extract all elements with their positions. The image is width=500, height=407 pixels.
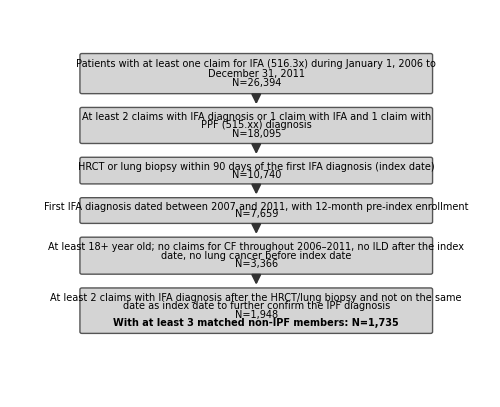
FancyBboxPatch shape bbox=[80, 288, 432, 333]
Text: date as index date to further confirm the IPF diagnosis: date as index date to further confirm th… bbox=[122, 302, 390, 311]
Text: First IFA diagnosis dated between 2007 and 2011, with 12-month pre-index enrollm: First IFA diagnosis dated between 2007 a… bbox=[44, 202, 469, 212]
Text: N=3,366: N=3,366 bbox=[234, 259, 278, 269]
Text: N=18,095: N=18,095 bbox=[232, 129, 281, 139]
FancyBboxPatch shape bbox=[80, 157, 432, 184]
Text: With at least 3 matched non-IPF members: N=1,735: With at least 3 matched non-IPF members:… bbox=[114, 318, 399, 328]
Text: N=26,394: N=26,394 bbox=[232, 78, 281, 88]
Text: N=1,948: N=1,948 bbox=[234, 310, 278, 320]
FancyBboxPatch shape bbox=[80, 54, 432, 94]
Text: N=7,659: N=7,659 bbox=[234, 209, 278, 219]
FancyBboxPatch shape bbox=[80, 198, 432, 223]
Text: At least 18+ year old; no claims for CF throughout 2006–2011, no ILD after the i: At least 18+ year old; no claims for CF … bbox=[48, 242, 464, 252]
Text: At least 2 claims with IFA diagnosis or 1 claim with IFA and 1 claim with: At least 2 claims with IFA diagnosis or … bbox=[82, 112, 431, 122]
Text: December 31, 2011: December 31, 2011 bbox=[208, 69, 305, 79]
FancyBboxPatch shape bbox=[80, 237, 432, 274]
Text: HRCT or lung biopsy within 90 days of the first IFA diagnosis (index date): HRCT or lung biopsy within 90 days of th… bbox=[78, 162, 434, 172]
Text: At least 2 claims with IFA diagnosis after the HRCT/lung biopsy and not on the s: At least 2 claims with IFA diagnosis aft… bbox=[50, 293, 462, 303]
Text: date, no lung cancer before index date: date, no lung cancer before index date bbox=[161, 251, 352, 260]
FancyBboxPatch shape bbox=[80, 107, 432, 144]
Text: Patients with at least one claim for IFA (516.3x) during January 1, 2006 to: Patients with at least one claim for IFA… bbox=[76, 59, 436, 69]
Text: N=10,740: N=10,740 bbox=[232, 169, 281, 179]
Text: PPF (515.xx) diagnosis: PPF (515.xx) diagnosis bbox=[201, 120, 312, 131]
